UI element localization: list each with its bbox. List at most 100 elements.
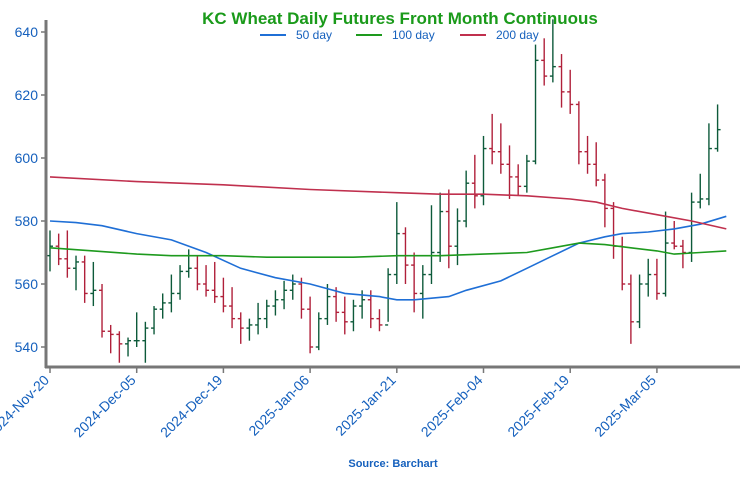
legend-item: 100 day: [356, 28, 435, 42]
ohlc-bar: [177, 265, 184, 300]
ohlc-bar: [584, 135, 591, 174]
ohlc-bar: [541, 38, 548, 86]
ohlc-bar: [168, 274, 175, 313]
ohlc-bar: [454, 208, 461, 266]
ohlc-bar: [532, 44, 539, 165]
ohlc-bar: [307, 296, 314, 354]
ohlc-bar: [263, 299, 270, 329]
ohlc-bar: [203, 265, 210, 297]
ohlc-bar: [601, 173, 608, 228]
ohlc-bar: [55, 233, 62, 266]
y-tick-label: 560: [15, 276, 39, 292]
ohlc-bar: [73, 255, 80, 291]
ohlc-bar: [688, 192, 695, 262]
ohlc-bar: [246, 318, 253, 341]
ohlc-bar: [515, 164, 522, 196]
ohlc-bar: [229, 287, 236, 329]
ohlc-bar: [645, 258, 652, 297]
ohlc-bar: [47, 230, 53, 272]
ohlc-bar: [523, 154, 530, 193]
legend-label: 100 day: [392, 28, 435, 42]
ohlc-bar: [142, 321, 149, 363]
ohlc-bar: [428, 205, 435, 284]
ohlc-bar: [281, 280, 288, 310]
ohlc-bar: [393, 202, 400, 284]
ohlc-bar: [437, 192, 444, 262]
ohlc-bar: [151, 306, 158, 335]
axes: 540 560 580 600 620 640 2024-Nov-20 2024-Dec-05…: [0, 20, 740, 440]
ohlc-bar: [497, 123, 504, 174]
ohlc-bar: [341, 296, 348, 335]
x-tick-label: 2025-Jan-06: [245, 372, 312, 439]
price-bars: [47, 19, 721, 363]
legend-item: 50 day: [260, 28, 332, 42]
ohlc-bar: [636, 274, 643, 329]
ohlc-bar: [116, 331, 123, 363]
ohlc-bar: [107, 324, 114, 354]
moving-average-lines: [49, 176, 727, 301]
legend: 50 day 100 day 200 day: [260, 28, 539, 42]
y-tick-label: 600: [15, 150, 39, 166]
legend-label: 200 day: [496, 28, 539, 42]
ohlc-bar: [411, 252, 418, 313]
chart-title: KC Wheat Daily Futures Front Month Conti…: [202, 9, 598, 28]
ohlc-bar: [350, 299, 357, 332]
x-tick-label: 2024-Nov-20: [0, 372, 52, 441]
ohlc-bar: [610, 202, 617, 259]
ohlc-bar: [99, 284, 106, 338]
ohlc-bar: [575, 101, 582, 165]
ohlc-bar: [185, 249, 192, 278]
ohlc-bar: [471, 154, 478, 209]
ohlc-bar: [333, 287, 340, 322]
x-tick-label: 2025-Jan-21: [332, 372, 399, 439]
ohlc-bar: [714, 104, 721, 152]
y-tick-label: 640: [15, 24, 39, 40]
ohlc-bar: [272, 290, 279, 316]
x-tick-label: 2025-Mar-05: [591, 372, 659, 440]
ohlc-bar: [133, 312, 140, 347]
ohlc-bar: [159, 293, 166, 319]
ohlc-bar: [125, 337, 132, 357]
ohlc-bar: [298, 277, 305, 319]
ohlc-bar: [64, 230, 71, 278]
ohlc-bar: [90, 261, 97, 307]
x-tick-label: 2025-Feb-19: [504, 372, 572, 440]
ohlc-bar: [324, 284, 331, 325]
ohlc-bar: [662, 211, 669, 297]
ohlc-bar: [315, 312, 322, 351]
legend-label: 50 day: [296, 28, 332, 42]
ohlc-bar: [445, 189, 452, 269]
ohlc-bar: [653, 258, 660, 300]
ohlc-bar: [549, 19, 556, 83]
x-tick-label: 2024-Dec-05: [70, 372, 139, 441]
ohlc-bar: [376, 309, 383, 332]
ohlc-bar: [419, 265, 426, 319]
ohlc-bar: [463, 170, 470, 228]
ohlc-bar: [671, 221, 678, 250]
y-tick-label: 620: [15, 87, 39, 103]
ma-line-1: [49, 215, 727, 301]
legend-item: 200 day: [460, 28, 539, 42]
ohlc-bar: [627, 274, 634, 344]
ohlc-bar: [489, 113, 496, 165]
ohlc-bar: [194, 255, 201, 291]
ohlc-bar: [211, 261, 218, 303]
ohlc-bar: [506, 145, 513, 199]
x-tick-label: 2024-Dec-19: [157, 372, 226, 441]
ohlc-bar: [385, 268, 392, 326]
ohlc-bar: [81, 255, 88, 303]
x-tick-label: 2025-Feb-04: [418, 372, 486, 440]
ohlc-bar: [558, 54, 565, 108]
ohlc-bar: [593, 142, 600, 187]
ohlc-bar: [237, 312, 244, 344]
y-tick-label: 580: [15, 213, 39, 229]
ohlc-bar: [255, 302, 262, 335]
ohlc-bar: [697, 173, 704, 209]
ohlc-bar: [619, 236, 626, 291]
ohlc-bar: [705, 123, 712, 206]
ohlc-bar: [220, 277, 227, 313]
ohlc-bar: [567, 69, 574, 114]
ohlc-bar: [289, 274, 296, 300]
